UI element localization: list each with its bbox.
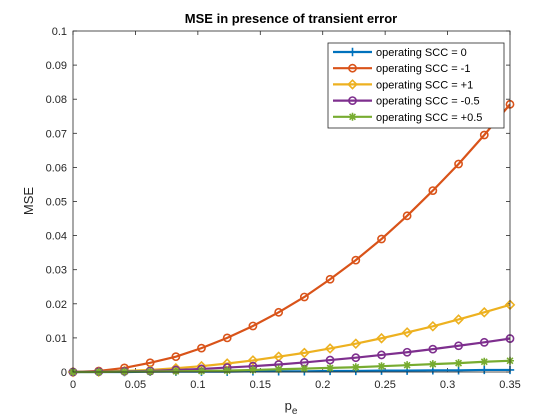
x-tick-label: 0.35 bbox=[499, 379, 520, 391]
data-point bbox=[480, 357, 489, 366]
data-point bbox=[274, 365, 283, 374]
legend-swatch-marker bbox=[348, 96, 357, 105]
data-point bbox=[377, 234, 386, 244]
data-point bbox=[454, 159, 463, 169]
x-tick-label: 0.2 bbox=[315, 379, 330, 391]
y-tick-label: 0.05 bbox=[46, 197, 67, 209]
x-tick-label: 0.15 bbox=[250, 379, 271, 391]
data-point bbox=[376, 332, 387, 344]
data-point bbox=[351, 255, 361, 265]
series-group bbox=[67, 99, 516, 378]
data-point bbox=[223, 366, 232, 375]
data-point bbox=[171, 367, 180, 376]
data-point bbox=[403, 361, 412, 370]
legend-item: operating SCC = +0.5 bbox=[333, 112, 482, 124]
data-point bbox=[479, 337, 489, 347]
y-tick-label: 0.1 bbox=[52, 26, 67, 38]
legend: operating SCC = 0 operating SCC = -1 opera… bbox=[327, 42, 505, 129]
data-point bbox=[247, 355, 259, 366]
data-point bbox=[300, 364, 309, 373]
legend-label: operating SCC = -0.5 bbox=[376, 96, 480, 108]
x-tick-label: 0.25 bbox=[374, 379, 395, 391]
legend-label: operating SCC = -1 bbox=[376, 63, 470, 75]
data-point bbox=[402, 211, 412, 221]
x-tick-label: 0.05 bbox=[125, 379, 146, 391]
data-point bbox=[479, 130, 489, 140]
data-point bbox=[171, 352, 181, 362]
data-point bbox=[326, 363, 335, 372]
axes-frame bbox=[72, 30, 511, 373]
x-tick-label: 0.3 bbox=[440, 379, 455, 391]
data-point bbox=[197, 366, 206, 375]
data-point bbox=[197, 343, 206, 353]
data-point bbox=[454, 341, 463, 351]
x-axis-label: pe bbox=[285, 398, 298, 417]
data-point bbox=[351, 363, 360, 372]
axes-box bbox=[72, 30, 511, 373]
legend-item: operating SCC = +1 bbox=[333, 79, 473, 91]
y-tick-label: 0.08 bbox=[46, 94, 67, 106]
y-tick-label: 0.07 bbox=[46, 128, 67, 140]
y-tick-label: 0.01 bbox=[46, 333, 67, 345]
data-point bbox=[427, 320, 439, 332]
data-point bbox=[478, 306, 490, 318]
tick-labels: 0 0.05 0.1 0.15 0.2 0.25 0.3 0.35 0 0.01 0.02 0.03 0… bbox=[46, 26, 521, 391]
legend-label: operating SCC = +1 bbox=[376, 79, 473, 91]
data-point bbox=[222, 333, 232, 343]
data-point bbox=[454, 366, 463, 375]
y-tick-label: 0.04 bbox=[46, 231, 67, 243]
data-point bbox=[401, 327, 413, 338]
data-point bbox=[299, 347, 310, 359]
legend-item: operating SCC = -1 bbox=[333, 63, 470, 75]
data-point bbox=[299, 292, 309, 302]
data-point bbox=[325, 355, 335, 365]
data-point bbox=[454, 359, 463, 368]
data-point bbox=[325, 274, 335, 284]
data-point bbox=[324, 343, 336, 354]
data-point bbox=[428, 360, 437, 369]
data-point bbox=[377, 362, 386, 371]
y-tick-label: 0.09 bbox=[46, 60, 67, 72]
data-point bbox=[248, 321, 258, 331]
x-axis-label-main: p bbox=[285, 398, 292, 413]
x-axis-label-subscript: e bbox=[292, 406, 298, 417]
data-point bbox=[402, 347, 412, 357]
y-tick-label: 0.02 bbox=[46, 299, 67, 311]
data-point bbox=[428, 186, 438, 195]
y-tick-label: 0 bbox=[61, 367, 67, 379]
legend-label: operating SCC = +0.5 bbox=[376, 112, 482, 124]
data-point bbox=[428, 344, 438, 354]
x-tick-label: 0.1 bbox=[190, 379, 205, 391]
data-point bbox=[351, 353, 361, 363]
data-point bbox=[453, 314, 464, 325]
legend-swatch-marker bbox=[348, 47, 357, 57]
data-point bbox=[248, 365, 257, 374]
legend-swatch-marker bbox=[348, 63, 357, 73]
data-point bbox=[377, 350, 386, 360]
y-tick-label: 0.06 bbox=[46, 162, 67, 174]
legend-item: operating SCC = -0.5 bbox=[333, 96, 480, 108]
y-axis-label: MSE bbox=[21, 187, 36, 216]
x-tick-label: 0 bbox=[70, 379, 76, 391]
legend-label: operating SCC = 0 bbox=[376, 47, 467, 59]
legend-swatch-marker bbox=[347, 79, 358, 90]
data-point bbox=[480, 365, 489, 375]
legend-swatch-marker bbox=[348, 112, 357, 121]
data-point bbox=[274, 307, 284, 317]
legend-item: operating SCC = 0 bbox=[333, 47, 467, 59]
y-tick-label: 0.03 bbox=[46, 265, 67, 277]
chart-title: MSE in presence of transient error bbox=[185, 11, 397, 26]
data-point bbox=[350, 338, 362, 350]
